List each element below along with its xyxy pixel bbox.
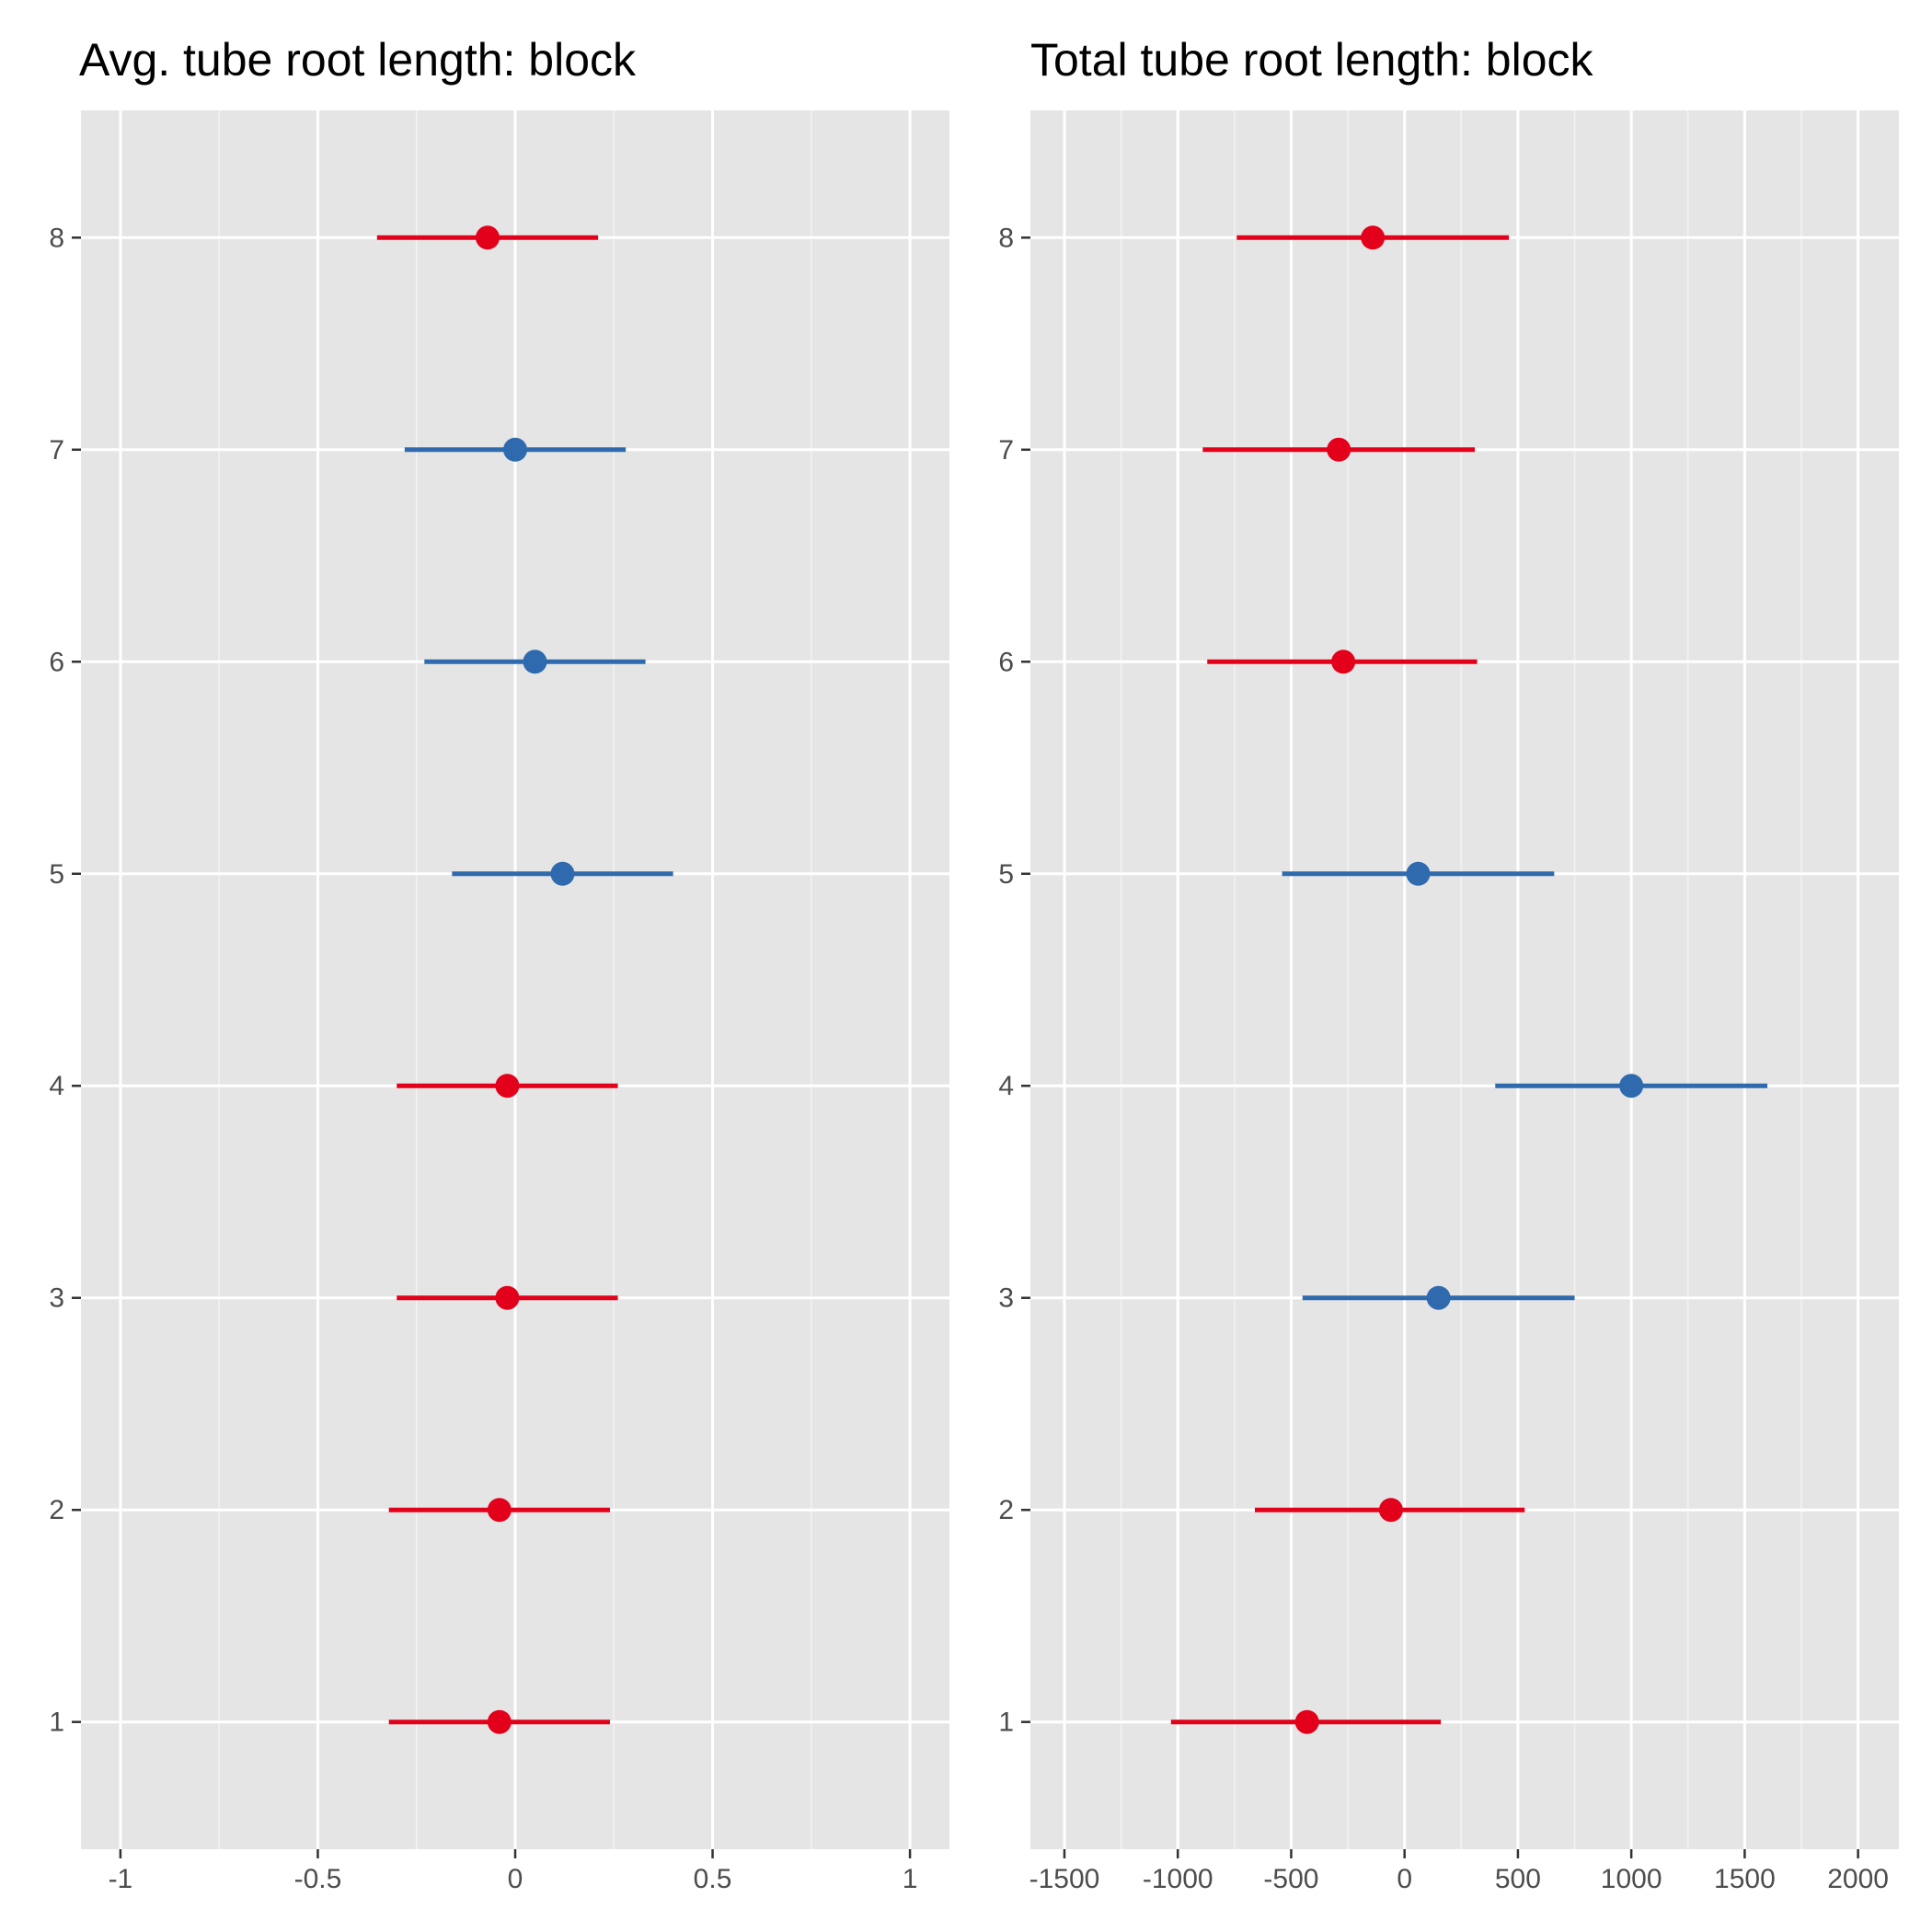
y-tick-label: 5 — [998, 859, 1014, 890]
y-tick-label: 8 — [998, 223, 1014, 253]
data-point — [1378, 1498, 1403, 1523]
panel-1: Avg. tube root length: block -1 -0.5 0 0.5 1 1… — [49, 34, 949, 1894]
x-tick-label: 2000 — [1827, 1864, 1889, 1894]
plot-background — [1030, 110, 1899, 1849]
x-tick-label: 0.5 — [694, 1864, 732, 1894]
x-tick-label: 1500 — [1714, 1864, 1776, 1894]
data-point — [475, 225, 500, 250]
x-tick-label: -1000 — [1143, 1864, 1213, 1894]
y-tick-label: 7 — [49, 435, 64, 466]
x-tick-label: -0.5 — [294, 1864, 342, 1894]
y-tick-label: 1 — [998, 1708, 1014, 1738]
panel-1-title: Avg. tube root length: block — [79, 34, 637, 86]
data-point — [487, 1498, 512, 1523]
data-point — [495, 1285, 520, 1310]
x-tick-label: 1000 — [1601, 1864, 1662, 1894]
data-point — [487, 1709, 512, 1734]
data-point — [1406, 861, 1431, 886]
data-point — [1426, 1285, 1451, 1310]
y-tick-label: 4 — [49, 1071, 64, 1101]
y-tick-label: 3 — [998, 1283, 1014, 1314]
x-tick-label: -1 — [109, 1864, 133, 1894]
y-tick-label: 7 — [998, 435, 1014, 466]
data-point — [523, 650, 547, 674]
data-point — [1294, 1709, 1319, 1734]
data-point — [1619, 1074, 1644, 1098]
x-tick-label: -500 — [1263, 1864, 1318, 1894]
y-tick-label: 2 — [998, 1495, 1014, 1525]
y-tick-label: 2 — [49, 1495, 64, 1525]
y-tick-label: 6 — [49, 647, 64, 677]
x-tick-label: 0 — [1397, 1864, 1412, 1894]
data-point — [1361, 225, 1386, 250]
x-tick-label: 500 — [1495, 1864, 1541, 1894]
y-tick-label: 5 — [49, 859, 64, 890]
data-point — [495, 1074, 520, 1098]
data-point — [1331, 650, 1356, 674]
panel-2-title: Total tube root length: block — [1030, 34, 1593, 86]
y-tick-label: 3 — [49, 1283, 64, 1314]
y-tick-label: 1 — [49, 1708, 64, 1738]
data-point — [503, 437, 527, 462]
data-point — [1327, 437, 1351, 462]
panel-2: Total tube root length: block -1500 -1000 -… — [998, 34, 1899, 1894]
x-tick-label: -1500 — [1029, 1864, 1100, 1894]
y-tick-label: 8 — [49, 223, 64, 253]
y-tick-label: 4 — [998, 1071, 1014, 1101]
y-tick-label: 6 — [998, 647, 1014, 677]
data-point — [550, 861, 575, 886]
x-tick-label: 1 — [903, 1864, 918, 1894]
x-tick-label: 0 — [508, 1864, 523, 1894]
